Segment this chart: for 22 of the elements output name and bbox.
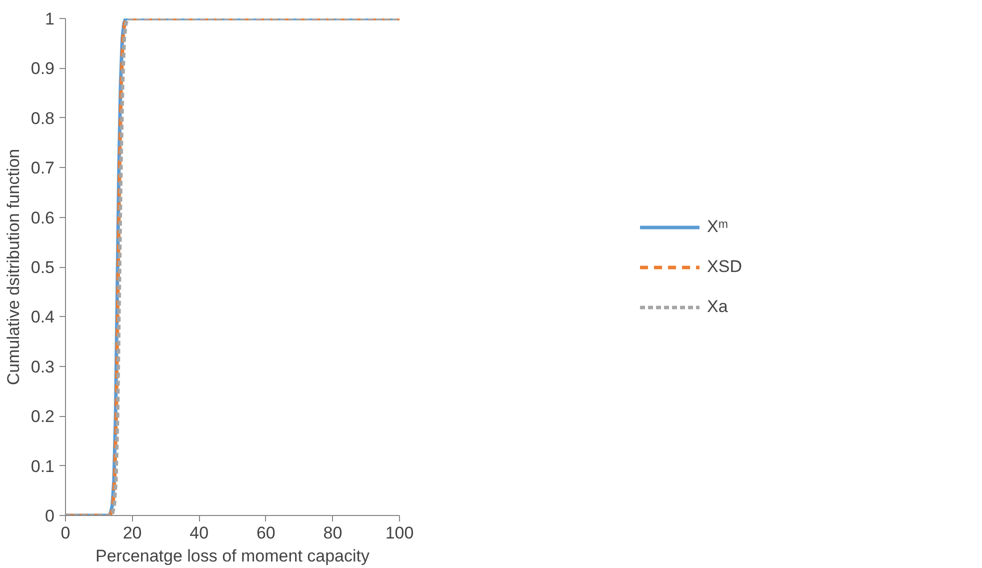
y-tick-label: 0.6 — [30, 208, 55, 228]
y-tick-label: 0.3 — [30, 357, 55, 376]
y-tick-label: 0.5 — [30, 258, 55, 277]
y-tick-label: 0.9 — [30, 59, 55, 78]
y-tick-label: 0.1 — [30, 456, 55, 476]
y-tick-label: 1 — [45, 10, 55, 28]
y-axis-title: Cumulative dsitribution function — [4, 148, 23, 386]
x-tick-label: 60 — [256, 524, 276, 542]
legend-label: Xa — [707, 296, 728, 316]
x-tick-label: 100 — [385, 524, 414, 542]
y-tick-label: 0.2 — [30, 407, 55, 426]
legend-label: XSD — [707, 256, 742, 276]
x-axis-title: Percenatge loss of moment capacity — [95, 546, 370, 566]
y-tick-label: 0.8 — [30, 108, 55, 128]
x-tick-label: 80 — [323, 524, 342, 542]
legend-label: Xᵐ — [707, 216, 728, 236]
y-tick-label: 0.7 — [30, 158, 55, 178]
x-tick-label: 40 — [190, 524, 209, 542]
x-tick-label: 20 — [122, 524, 142, 542]
y-tick-label: 0.4 — [30, 308, 55, 327]
x-tick-label: 0 — [60, 524, 70, 542]
y-tick-label: 0 — [45, 506, 55, 526]
